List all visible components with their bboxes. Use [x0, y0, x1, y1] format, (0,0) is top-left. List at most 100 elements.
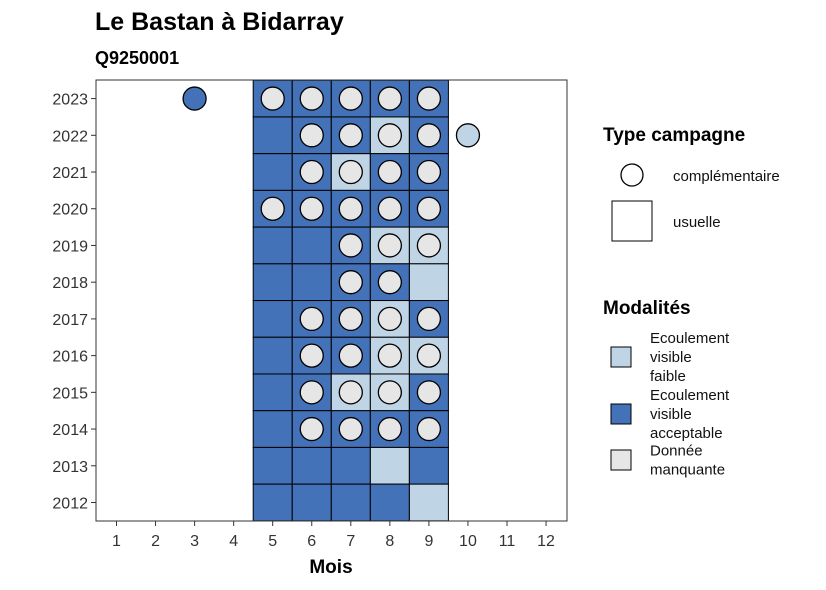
x-tick-label: 3 [190, 533, 199, 550]
legend-mod-title: Modalités [603, 298, 691, 319]
legend-swatch-manquante [610, 449, 632, 471]
point-2017-8 [377, 306, 403, 332]
point-2023-6 [299, 86, 324, 111]
point-2023-5 [260, 86, 285, 111]
point-2021-8 [377, 159, 403, 185]
legend-label-complementaire: complémentaire [673, 168, 780, 185]
cell-2018-6 [291, 263, 332, 302]
chart-subtitle: Q9250001 [95, 48, 179, 68]
legend-key-usuelle [611, 200, 653, 242]
point-2023-9 [416, 86, 442, 111]
y-tick-label: 2012 [52, 496, 88, 513]
usuelle-cells [252, 79, 449, 522]
plot-border [95, 79, 568, 522]
x-tick-label: 12 [537, 533, 555, 550]
point-2017-7 [338, 306, 363, 332]
x-axis: 1 2 3 4 5 6 7 8 9 10 11 12 [112, 521, 555, 550]
point-2018-8 [377, 270, 403, 295]
point-2014-6 [299, 416, 324, 442]
legend-label-acceptable: visible [650, 406, 692, 423]
point-2015-8 [377, 380, 403, 405]
x-tick-label: 5 [268, 533, 277, 550]
x-tick-label: 11 [499, 533, 516, 550]
point-2021-6 [299, 159, 324, 185]
point-2014-9 [416, 416, 442, 442]
cell-2014-5 [252, 410, 293, 448]
cell-2013-9 [408, 446, 449, 485]
point-2021-7 [338, 159, 363, 185]
point-2019-9 [416, 233, 442, 258]
point-2021-9 [416, 159, 442, 185]
cell-2013-8 [369, 446, 410, 485]
cell-2018-9 [408, 263, 449, 302]
legend-type-title: Type campagne [603, 125, 745, 146]
x-tick-label: 10 [459, 533, 477, 550]
y-tick-label: 2021 [52, 165, 88, 182]
x-axis-title: Mois [309, 557, 352, 578]
legend: Type campagne complémentaire usuelle Modali… [603, 125, 780, 479]
legend-label-usuelle: usuelle [673, 214, 721, 231]
cell-2019-6 [291, 226, 332, 265]
point-2020-5 [260, 196, 285, 221]
point-2017-6 [299, 306, 324, 332]
x-tick-label: 4 [229, 533, 238, 550]
x-tick-label: 7 [346, 533, 355, 550]
chart-title: Le Bastan à Bidarray [95, 8, 344, 36]
legend-swatch-faible [610, 346, 632, 368]
legend-swatch-acceptable [610, 403, 632, 425]
cell-2021-5 [252, 153, 293, 191]
legend-label-faible: faible [650, 368, 686, 385]
point-2022-8 [377, 123, 403, 148]
cell-2012-9 [408, 483, 449, 522]
cell-2016-5 [252, 336, 293, 375]
cell-2022-5 [252, 116, 293, 155]
cell-2015-5 [252, 373, 293, 412]
cell-2013-5 [252, 446, 293, 485]
y-axis: 2012 2013 2014 2015 2016 2017 2018 2019 2020 2021… [52, 92, 96, 513]
point-2022-7 [338, 123, 363, 148]
complementaire-points [182, 86, 481, 442]
legend-key-complementaire [620, 163, 644, 187]
cell-2019-7 [330, 226, 371, 265]
y-tick-label: 2020 [52, 202, 88, 219]
y-tick-label: 2014 [52, 422, 88, 439]
cell-2012-8 [369, 483, 410, 522]
cell-2013-6 [291, 446, 332, 485]
cell-2019-5 [252, 226, 293, 265]
point-2022-10 [455, 123, 481, 148]
y-tick-label: 2015 [52, 385, 88, 402]
legend-label-acceptable: Ecoulement [650, 387, 730, 404]
y-tick-label: 2017 [52, 312, 88, 329]
cell-2012-6 [291, 483, 332, 522]
point-2014-8 [377, 416, 403, 442]
point-2023-8 [377, 86, 403, 111]
y-tick-label: 2016 [52, 349, 88, 366]
cell-2013-7 [330, 446, 371, 485]
point-2015-7 [338, 380, 363, 405]
y-tick-label: 2022 [52, 128, 88, 145]
point-2022-9 [416, 123, 442, 148]
point-2023-3 [182, 86, 207, 111]
y-tick-label: 2019 [52, 238, 88, 255]
point-2016-9 [416, 343, 442, 368]
cell-2012-7 [330, 483, 371, 522]
x-tick-label: 6 [307, 533, 316, 550]
y-tick-label: 2018 [52, 275, 88, 292]
legend-label-manquante: manquante [650, 462, 725, 479]
point-2016-7 [338, 343, 363, 368]
y-tick-label: 2023 [52, 92, 88, 109]
point-2016-8 [377, 343, 403, 368]
legend-label-faible: visible [650, 349, 692, 366]
point-2019-8 [377, 233, 403, 258]
legend-label-manquante: Donnée [650, 443, 703, 460]
point-2020-8 [377, 196, 403, 221]
point-2020-7 [338, 196, 363, 221]
point-2022-6 [299, 123, 324, 148]
point-2015-9 [416, 380, 442, 405]
legend-label-faible: Ecoulement [650, 330, 730, 347]
point-2019-7 [338, 233, 363, 258]
cell-2017-5 [252, 300, 293, 338]
y-tick-label: 2013 [52, 459, 88, 476]
x-tick-label: 8 [385, 533, 394, 550]
